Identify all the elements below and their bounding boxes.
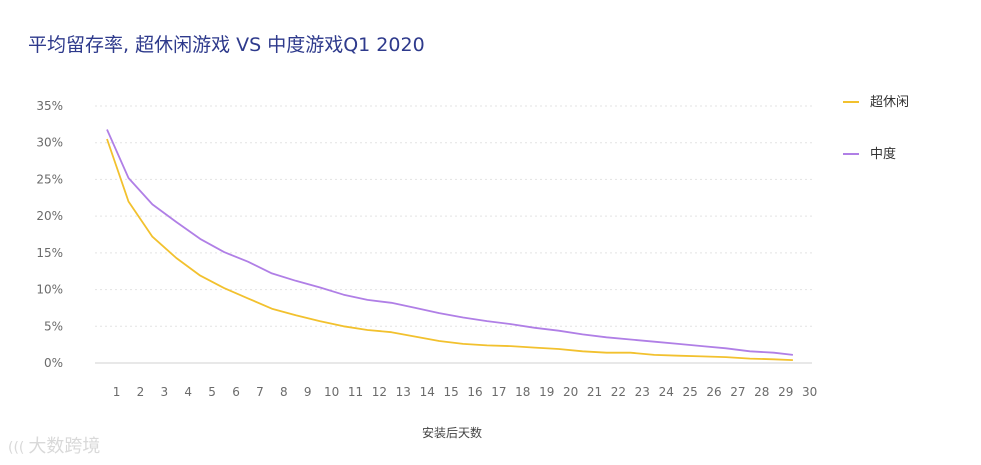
x-tick-label: 3 (160, 385, 168, 399)
y-tick-label: 0% (44, 356, 63, 370)
x-tick-label: 4 (184, 385, 192, 399)
x-tick-label: 14 (420, 385, 435, 399)
y-tick-label: 25% (36, 172, 63, 186)
x-tick-label: 19 (539, 385, 554, 399)
x-tick-label: 18 (515, 385, 530, 399)
x-tick-label: 17 (491, 385, 506, 399)
x-tick-label: 25 (682, 385, 697, 399)
x-tick-label: 28 (754, 385, 769, 399)
x-tick-label: 27 (730, 385, 745, 399)
grid-lines (95, 105, 812, 364)
x-tick-label: 26 (706, 385, 721, 399)
x-tick-label: 20 (563, 385, 578, 399)
x-tick-label: 1 (113, 385, 121, 399)
y-tick-label: 10% (36, 283, 63, 297)
x-tick-label: 22 (611, 385, 626, 399)
watermark-logo-icon: ((( (8, 440, 25, 456)
x-tick-label: 8 (280, 385, 288, 399)
x-tick-label: 24 (659, 385, 674, 399)
chart-title: 平均留存率, 超休闲游戏 VS 中度游戏Q1 2020 (28, 34, 425, 56)
x-axis-title: 安装后天数 (422, 425, 482, 440)
series-line-2 (106, 129, 794, 356)
watermark-text: 大数跨境 (28, 436, 101, 457)
x-tick-label: 10 (324, 385, 339, 399)
x-tick-label: 12 (372, 385, 387, 399)
x-tick-label: 21 (587, 385, 602, 399)
x-tick-label: 2 (137, 385, 145, 399)
legend-label-2: 中度 (870, 146, 896, 162)
series-line-1 (106, 138, 793, 361)
y-tick-label: 5% (44, 319, 63, 333)
x-tick-label: 5 (208, 385, 216, 399)
y-tick-label: 15% (36, 246, 63, 260)
x-tick-label: 13 (396, 385, 411, 399)
x-tick-label: 29 (778, 385, 793, 399)
legend-label-1: 超休闲 (870, 95, 909, 110)
x-tick-label: 6 (232, 385, 240, 399)
x-tick-label: 15 (443, 385, 458, 399)
y-tick-label: 35% (36, 99, 63, 113)
y-tick-label: 20% (36, 209, 63, 223)
x-tick-label: 9 (304, 385, 312, 399)
watermark: (((大数跨境 (8, 432, 100, 458)
x-tick-label: 11 (348, 385, 363, 399)
x-tick-label: 7 (256, 385, 264, 399)
series-lines (106, 129, 794, 361)
y-axis-ticks: 0% 5% 10% 15% 20% 25% 30% 35% (36, 99, 63, 370)
x-tick-label: 30 (802, 385, 817, 399)
x-tick-label: 23 (635, 385, 650, 399)
y-tick-label: 30% (36, 136, 63, 150)
x-tick-label: 16 (467, 385, 482, 399)
x-axis-ticks: 1 2 3 4 5 6 7 8 9 10 11 12 13 14 15 16 17 18 19 20 21 22 23 24 2… (113, 385, 818, 399)
